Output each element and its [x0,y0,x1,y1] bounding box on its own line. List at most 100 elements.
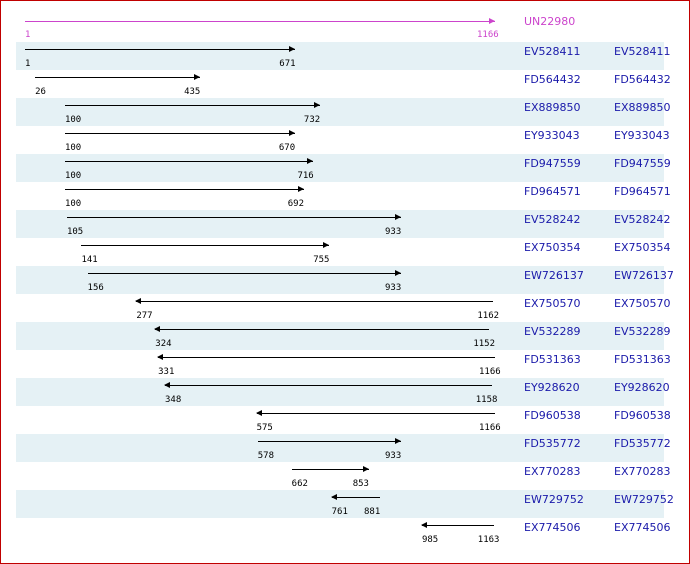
accession-link-secondary[interactable]: FD564432 [614,73,671,86]
accession-link[interactable]: EY928620 [524,381,580,394]
alignment-row: 985 1163 EX774506 EX774506 [16,518,670,546]
accession-link[interactable]: FD531363 [524,353,581,366]
alignment-arrow [154,326,490,332]
alignment-row: 100 670 EY933043 EY933043 [16,126,670,154]
alignment-arrow [25,46,296,52]
alignment-row: 1 671 EV528411 EV528411 [16,42,670,70]
arrow-head-left-icon [163,382,170,388]
alignment-start-label: 331 [158,367,175,377]
alignment-arrow [81,242,330,248]
alignment-end-label: 853 [352,479,369,489]
reference-accession-link[interactable]: UN22980 [524,15,576,28]
alignment-end-label: 1166 [479,423,501,433]
accession-link[interactable]: EX750570 [524,297,581,310]
accession-link[interactable]: EW729752 [524,493,584,506]
arrow-head-right-icon [489,18,495,24]
arrow-head-left-icon [255,410,262,416]
accession-link-secondary[interactable]: EX889850 [614,101,671,114]
alignment-end-label: 671 [279,59,296,69]
accession-link[interactable]: FD960538 [524,409,581,422]
alignment-start-label: 985 [421,535,439,545]
accession-link-secondary[interactable]: EW726137 [614,269,674,282]
accession-link-secondary[interactable]: EW729752 [614,493,674,506]
accession-link[interactable]: FD947559 [524,157,581,170]
arrow-head-left-icon [157,354,164,360]
alignment-row: 575 1166 FD960538 FD960538 [16,406,671,434]
accession-link-secondary[interactable]: FD531363 [614,353,671,366]
alignment-row: 26 435 FD564432 FD564432 [16,70,671,98]
alignment-row: 277 1162 EX750570 EX750570 [16,294,670,322]
alignment-arrow [64,158,314,164]
alignment-start-label: 761 [331,507,348,517]
accession-link[interactable]: EX889850 [524,101,581,114]
accession-link[interactable]: FD564432 [524,73,581,86]
accession-link-secondary[interactable]: FD535772 [614,437,671,450]
accession-link[interactable]: EX770283 [524,465,581,478]
alignment-arrow [163,382,492,388]
alignment-start-label: 1 [25,59,31,69]
accession-link-secondary[interactable]: EV528411 [614,45,671,58]
alignment-row: 100 692 FD964571 FD964571 [16,182,671,210]
reference-start-label: 1 [25,30,31,40]
alignment-arrow [87,270,401,276]
accession-link[interactable]: FD964571 [524,185,581,198]
accession-link-secondary[interactable]: FD947559 [614,157,671,170]
alignment-row: 100 716 FD947559 FD947559 [16,154,671,182]
alignment-end-label: 1152 [473,339,496,349]
alignment-end-label: 881 [364,507,381,517]
alignment-arrow [255,410,495,416]
alignment-start-label: 277 [136,311,153,321]
accession-link-secondary[interactable]: EX750570 [614,297,671,310]
accession-link[interactable]: EX750354 [524,241,581,254]
alignment-start-label: 105 [66,227,84,237]
alignment-start-label: 100 [64,115,82,125]
accession-link[interactable]: FD535772 [524,437,581,450]
accession-link-secondary[interactable]: EX750354 [614,241,671,254]
alignment-end-label: 732 [303,115,321,125]
alignment-start-label: 156 [87,283,104,293]
arrow-head-right-icon [288,130,295,136]
alignment-start-label: 100 [64,143,82,153]
alignment-row: 324 1152 EV532289 EV532289 [16,322,670,350]
alignment-start-label: 348 [164,395,182,405]
accession-link[interactable]: EV532289 [524,325,581,338]
alignment-row: 662 853 EX770283 EX770283 [16,462,670,490]
alignment-end-label: 933 [385,227,402,237]
alignment-row: 348 1158 EY928620 EY928620 [16,378,670,406]
arrow-head-left-icon [330,494,337,500]
arrow-head-right-icon [194,74,201,80]
arrow-head-left-icon [135,298,142,304]
accession-link-secondary[interactable]: EV528242 [614,213,671,226]
alignment-arrow [64,186,304,192]
alignment-end-label: 670 [278,143,296,153]
arrow-head-right-icon [362,466,369,472]
accession-link-secondary[interactable]: EX774506 [614,521,671,534]
alignment-arrow [135,298,494,304]
alignment-end-label: 1158 [475,395,498,405]
arrow-head-right-icon [323,242,330,248]
arrow-head-right-icon [394,270,401,276]
reference-arrow [25,18,495,24]
accession-link[interactable]: EY933043 [524,129,580,142]
arrow-head-right-icon [313,102,320,108]
accession-link-secondary[interactable]: FD964571 [614,185,671,198]
alignment-start-label: 100 [64,199,82,209]
alignment-row: 761 881 EW729752 EW729752 [16,490,674,518]
arrow-head-right-icon [289,46,296,52]
accession-link-secondary[interactable]: FD960538 [614,409,671,422]
arrow-head-right-icon [394,214,401,220]
accession-link[interactable]: EW726137 [524,269,584,282]
accession-link[interactable]: EV528411 [524,45,581,58]
accession-link-secondary[interactable]: EY933043 [614,129,670,142]
arrow-head-left-icon [154,326,161,332]
accession-link[interactable]: EV528242 [524,213,581,226]
reference-end-label: 1166 [477,30,499,40]
accession-link-secondary[interactable]: EV532289 [614,325,671,338]
alignment-arrow [291,466,369,472]
accession-link[interactable]: EX774506 [524,521,581,534]
accession-link-secondary[interactable]: EX770283 [614,465,671,478]
accession-link-secondary[interactable]: EY928620 [614,381,670,394]
alignment-end-label: 933 [385,451,402,461]
alignment-end-label: 1163 [477,535,500,545]
